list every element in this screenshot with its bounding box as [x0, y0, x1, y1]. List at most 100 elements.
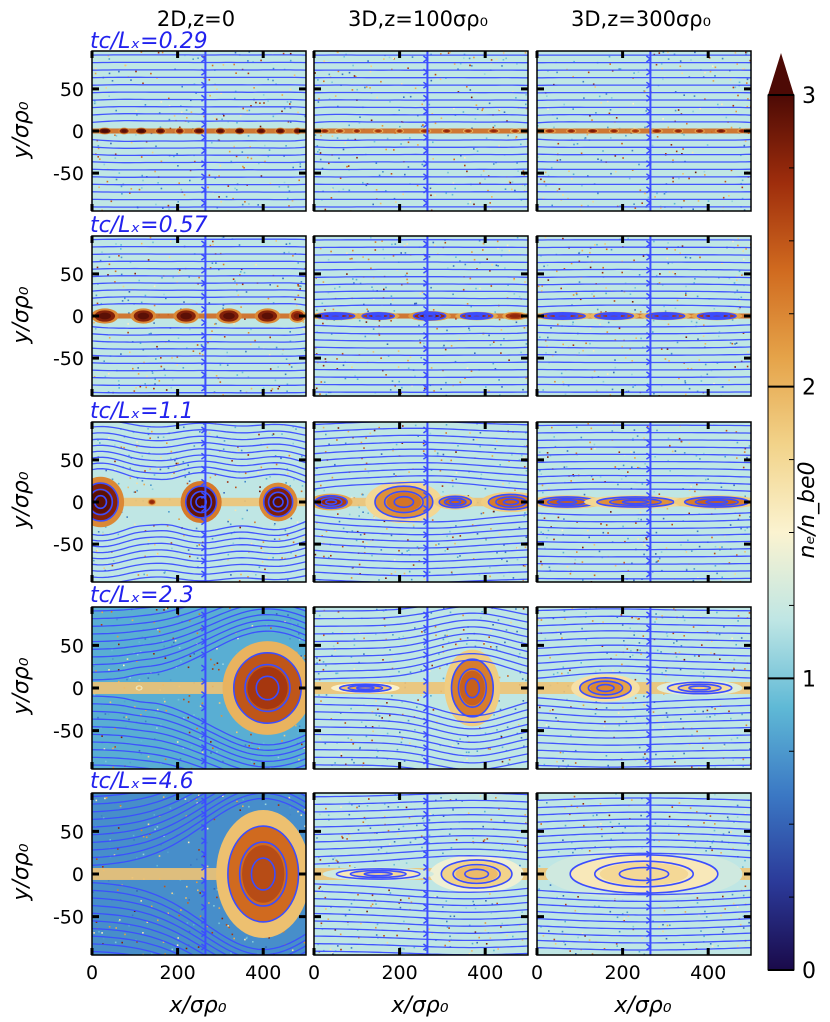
field-line [537, 338, 751, 342]
noise-speck [179, 126, 181, 129]
guide-field-arrow [200, 345, 207, 353]
noise-speck [679, 65, 682, 68]
field-line [92, 793, 218, 836]
noise-speck [304, 349, 306, 352]
noise-speck [471, 251, 473, 253]
noise-speck [552, 617, 555, 620]
noise-speck [323, 542, 325, 544]
noise-speck [176, 281, 178, 284]
noise-speck [201, 751, 204, 754]
guide-field-arrow [200, 691, 207, 699]
field-line [92, 607, 158, 612]
noise-speck [587, 529, 589, 532]
noise-speck [471, 950, 473, 952]
noise-speck [321, 535, 323, 537]
noise-speck [430, 194, 432, 197]
noise-speck [408, 549, 410, 551]
noise-speck [136, 441, 138, 443]
noise-speck [564, 824, 567, 827]
noise-speck [153, 621, 155, 624]
noise-speck [236, 121, 238, 124]
noise-speck [147, 428, 149, 430]
current-sheet [92, 868, 306, 880]
noise-speck [721, 546, 723, 548]
noise-speck [670, 352, 673, 355]
noise-speck [609, 821, 612, 823]
guide-field-arrow [645, 890, 652, 898]
noise-speck [560, 287, 562, 290]
noise-speck [186, 117, 188, 119]
noise-speck [419, 293, 422, 295]
noise-speck [482, 170, 485, 172]
noise-speck [158, 630, 161, 633]
noise-speck [208, 79, 211, 81]
noise-speck [652, 319, 655, 322]
noise-speck [187, 841, 190, 844]
noise-speck [642, 635, 645, 637]
noise-speck [176, 153, 178, 155]
noise-speck [324, 358, 327, 360]
noise-speck [428, 928, 431, 930]
noise-speck [610, 137, 612, 139]
noise-speck [616, 945, 618, 947]
noise-speck [572, 75, 574, 78]
guide-field-arrow [200, 797, 207, 805]
noise-speck [288, 454, 291, 457]
noise-speck [652, 331, 654, 333]
noise-speck [731, 637, 733, 640]
noise-speck [285, 482, 287, 484]
noise-speck [281, 557, 283, 559]
noise-speck [503, 111, 506, 113]
noise-speck [151, 430, 153, 433]
noise-speck [706, 373, 709, 376]
noise-speck [744, 140, 747, 142]
noise-speck [258, 566, 261, 569]
noise-speck [101, 932, 103, 934]
noise-speck [114, 469, 116, 471]
noise-speck [696, 897, 699, 899]
field-line [314, 835, 528, 843]
guide-field-arrow [200, 704, 207, 712]
noise-speck [695, 321, 698, 324]
noise-speck [349, 258, 351, 260]
noise-speck [632, 437, 634, 440]
noise-speck [174, 639, 177, 642]
field-line [92, 710, 306, 757]
noise-speck [548, 566, 551, 569]
noise-speck [117, 669, 120, 671]
noise-speck [567, 384, 570, 387]
noise-speck [576, 293, 578, 296]
noise-speck [222, 263, 225, 266]
noise-speck [712, 80, 715, 82]
noise-speck [162, 207, 164, 209]
noise-speck [247, 576, 249, 578]
field-line [314, 749, 528, 764]
noise-speck [495, 58, 498, 61]
plasmoid-peak [223, 312, 235, 320]
noise-speck [225, 195, 228, 198]
noise-speck [102, 531, 104, 534]
noise-speck [724, 180, 727, 183]
noise-speck [455, 798, 457, 801]
plasmoid-peak [444, 129, 449, 133]
noise-speck [187, 666, 190, 669]
noise-speck [372, 289, 374, 291]
island-field-loop [688, 685, 712, 691]
noise-speck [159, 468, 162, 471]
noise-speck [744, 885, 747, 888]
noise-speck [177, 462, 179, 465]
noise-speck [259, 102, 261, 104]
noise-speck [407, 928, 410, 930]
noise-speck [508, 249, 511, 252]
noise-speck [189, 555, 191, 558]
field-line [314, 935, 528, 942]
noise-speck [709, 846, 712, 848]
noise-speck [101, 611, 103, 614]
noise-speck [96, 858, 98, 860]
noise-speck [722, 928, 725, 930]
noise-speck [317, 672, 320, 675]
noise-speck [234, 426, 237, 429]
noise-speck [247, 454, 250, 456]
plasmoid-peak [261, 312, 274, 320]
noise-speck [299, 165, 302, 168]
